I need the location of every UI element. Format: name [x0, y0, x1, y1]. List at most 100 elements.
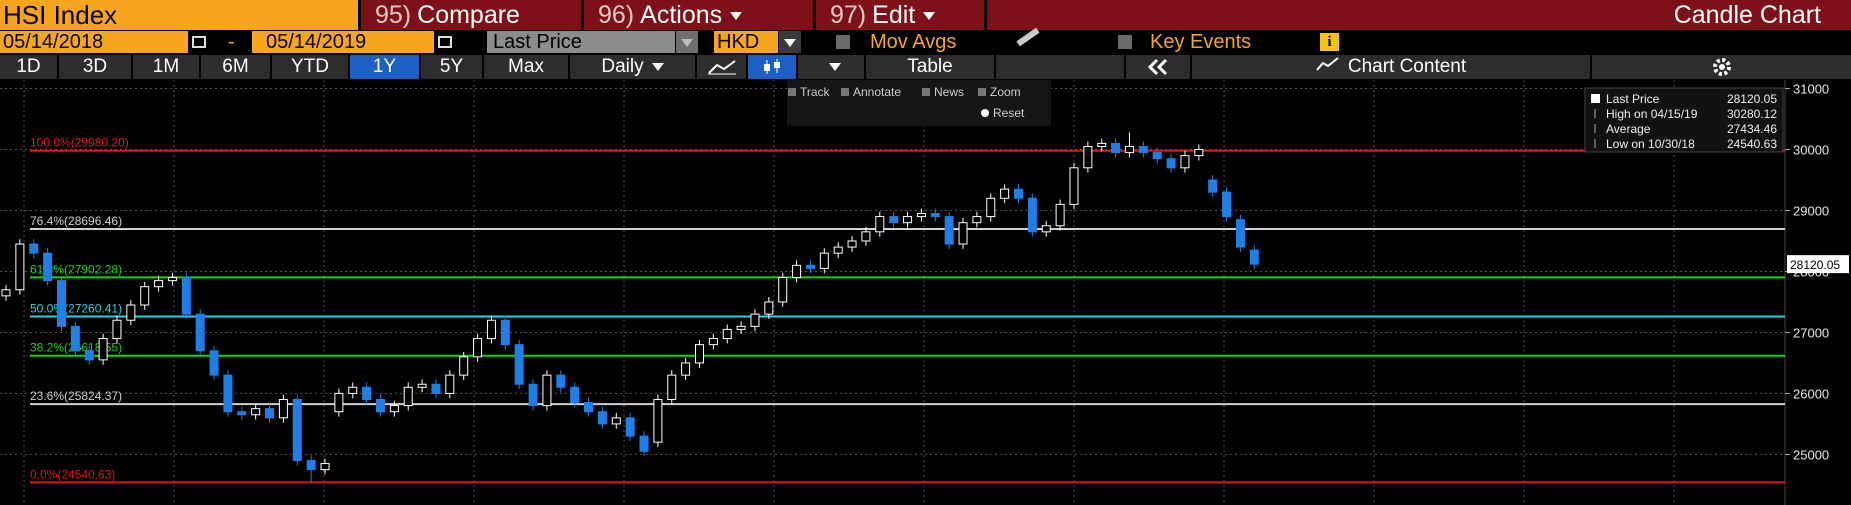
candle-body: [486, 319, 496, 340]
tool-button[interactable]: News: [934, 85, 964, 99]
key-events-label[interactable]: Key Events: [1150, 31, 1252, 53]
checkbox[interactable]: [836, 35, 850, 49]
candle-body: [625, 417, 635, 437]
tool-icon: [841, 88, 849, 96]
candle-body: [805, 264, 815, 269]
legend-label: Last Price: [1606, 92, 1660, 106]
field-select[interactable]: Last Price: [487, 31, 675, 53]
menu-number: 97): [830, 1, 867, 29]
tool-icon: [788, 88, 796, 96]
range-button[interactable]: 1M: [133, 55, 199, 79]
candle-body: [875, 216, 885, 233]
collapse-button[interactable]: [1126, 55, 1190, 79]
candle-body: [695, 344, 704, 364]
range-button[interactable]: Max: [484, 55, 568, 79]
table-button[interactable]: Table: [866, 55, 994, 79]
tool-button[interactable]: Reset: [993, 106, 1025, 120]
level-label: 61.8%(27902.28): [30, 262, 122, 276]
edit-menu[interactable]: 97) Edit: [816, 0, 984, 30]
range-button[interactable]: 6M: [201, 55, 270, 79]
candle-body: [542, 374, 552, 407]
end-date[interactable]: 05/14/2019: [252, 31, 434, 53]
range-button[interactable]: 1D: [0, 55, 57, 79]
menu-label: Actions: [640, 1, 723, 29]
candle-body: [154, 280, 164, 288]
range-button[interactable]: 5Y: [421, 55, 482, 79]
candle-body: [611, 417, 621, 425]
candle-body: [84, 350, 94, 361]
mov-avgs-label[interactable]: Mov Avgs: [870, 31, 957, 53]
candle-icon[interactable]: [748, 55, 796, 79]
candle-body: [56, 280, 66, 327]
candle-body: [681, 362, 691, 376]
chart-dropdown[interactable]: [798, 55, 864, 79]
tool-button[interactable]: Track: [800, 85, 831, 99]
legend-value: 28120.05: [1727, 92, 1777, 106]
candle-body: [667, 374, 677, 401]
candle-body: [1208, 179, 1218, 193]
candle-body: [722, 328, 732, 340]
checkbox[interactable]: [1118, 35, 1132, 49]
candle-body: [778, 277, 788, 303]
candle-body: [944, 216, 954, 245]
toolbar: 1D 3D 1M 6M YTD 1Y 5Y Max Daily Table Chart Conten…: [0, 55, 1851, 79]
tool-button[interactable]: Annotate: [853, 85, 901, 99]
legend-label: Low on 10/30/18: [1606, 137, 1695, 151]
legend-swatch: [1591, 94, 1600, 103]
candle-body: [750, 313, 760, 327]
range-button[interactable]: 1Y: [350, 55, 419, 79]
candle-body: [833, 246, 843, 254]
y-tick-label: 29000: [1793, 203, 1829, 218]
info-icon[interactable]: i: [1320, 33, 1339, 51]
dropdown-arrow: [923, 12, 936, 21]
candle-body: [903, 216, 913, 224]
candle-body: [98, 338, 108, 361]
icon: [764, 59, 780, 74]
currency-field[interactable]: HKD: [714, 31, 778, 53]
legend-box: [1584, 87, 1784, 153]
candle-body: [43, 252, 53, 282]
candle-body: [958, 222, 968, 245]
candle-body: [375, 399, 385, 413]
candle-body: [764, 301, 774, 315]
candle-body: [334, 392, 344, 413]
settings-button[interactable]: [1592, 55, 1851, 79]
candle-body: [181, 277, 191, 315]
candle-body: [1000, 188, 1010, 199]
candle-body: [972, 216, 982, 224]
menu-label: Compare: [417, 1, 520, 29]
frequency-select[interactable]: Daily: [570, 55, 695, 79]
candle-body: [1041, 225, 1051, 233]
candle-body: [639, 435, 649, 452]
candle-body: [1055, 203, 1065, 227]
currency-dropdown[interactable]: [779, 31, 801, 53]
chart-content-button[interactable]: Chart Content: [1192, 55, 1590, 79]
calendar-icon[interactable]: [438, 36, 452, 48]
view-name: Candle Chart: [1673, 1, 1821, 29]
candle-body: [431, 383, 441, 394]
candle-body: [847, 240, 857, 248]
candle-body: [320, 463, 330, 471]
range-button[interactable]: 3D: [59, 55, 131, 79]
actions-menu[interactable]: 96) Actions: [584, 0, 813, 30]
calendar-icon[interactable]: [192, 36, 206, 48]
legend-value: 30280.12: [1727, 107, 1777, 121]
candle-body: [570, 386, 580, 404]
candle-body: [1166, 158, 1176, 169]
candle-body: [514, 344, 524, 385]
security-field[interactable]: HSI Index: [0, 0, 358, 30]
candle-body: [348, 386, 358, 394]
field-dropdown[interactable]: [676, 31, 698, 53]
start-date[interactable]: 05/14/2018: [0, 31, 188, 53]
tool-button[interactable]: Zoom: [990, 85, 1021, 99]
y-tick-label: 30000: [1793, 143, 1829, 158]
candle-body: [1083, 145, 1093, 169]
compare-menu[interactable]: 95) Compare: [361, 0, 581, 30]
candle-body: [15, 243, 25, 291]
level-label: 0.0%(24540.63): [30, 467, 115, 481]
range-button[interactable]: YTD: [272, 55, 348, 79]
candle-body: [1235, 219, 1245, 248]
line-chart-icon[interactable]: [697, 55, 746, 79]
view-title: Candle Chart: [987, 0, 1851, 30]
